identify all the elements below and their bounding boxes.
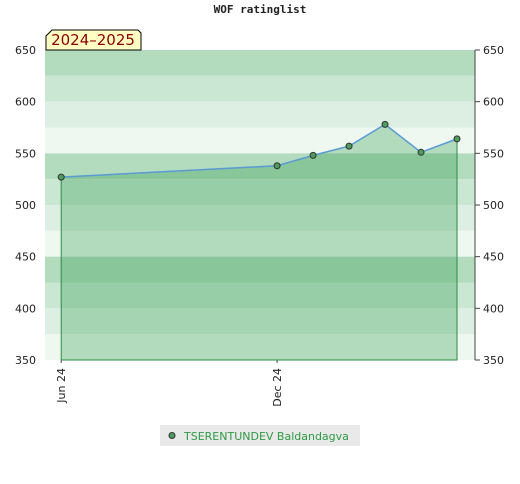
y2-tick-label: 650 <box>483 44 504 57</box>
y-tick-label: 400 <box>15 302 36 315</box>
point <box>381 120 389 128</box>
legend-marker <box>168 432 176 439</box>
chart-title: WOF ratinglist <box>214 3 307 16</box>
band <box>45 308 475 335</box>
x-tick-label: Jun 24 <box>55 368 68 404</box>
y2-tick-label: 450 <box>483 251 504 264</box>
band <box>45 256 475 283</box>
band <box>45 334 475 360</box>
point <box>309 151 317 159</box>
annotation-box <box>45 29 142 51</box>
y-tick-label: 450 <box>15 251 36 264</box>
annotation: 2024–2025 <box>51 31 135 49</box>
point <box>345 142 353 150</box>
band <box>45 127 475 154</box>
band <box>45 205 475 231</box>
y-tick-label: 350 <box>15 354 36 367</box>
y2-tick-label: 550 <box>483 147 504 160</box>
y-tick-label: 600 <box>15 96 36 109</box>
y2-tick-label: 400 <box>483 302 504 315</box>
y2-tick-label: 350 <box>483 354 504 367</box>
band <box>45 101 475 128</box>
band <box>45 75 475 102</box>
point <box>273 162 281 170</box>
x-tick-label: Dec 24 <box>271 368 284 407</box>
y2-tick-label: 600 <box>483 96 504 109</box>
point <box>417 148 425 156</box>
band <box>45 179 475 205</box>
y2-tick-label: 500 <box>483 199 504 212</box>
band <box>45 282 475 309</box>
point <box>57 173 65 181</box>
point <box>453 135 461 143</box>
y-tick-label: 650 <box>15 44 36 57</box>
band <box>45 50 475 76</box>
y-tick-label: 500 <box>15 199 36 212</box>
band <box>45 230 475 257</box>
legend-label: TSERENTUNDEV Baldandagva <box>183 430 349 443</box>
legend-box <box>160 425 360 446</box>
y-tick-label: 550 <box>15 147 36 160</box>
